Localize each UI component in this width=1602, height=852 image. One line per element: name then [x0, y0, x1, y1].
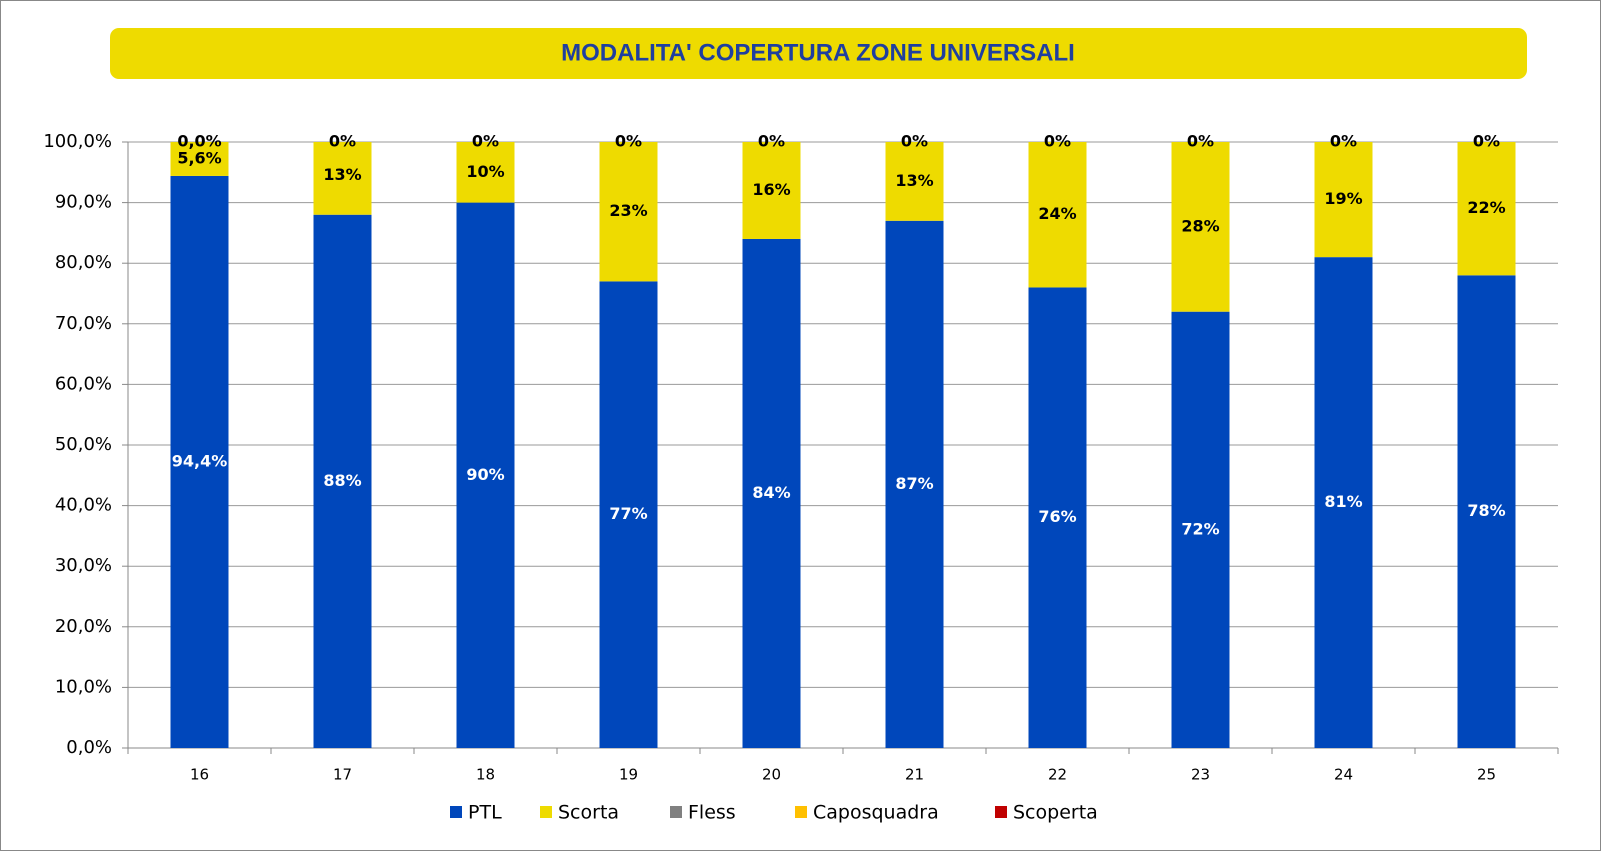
x-tick-label: 22	[1048, 766, 1067, 784]
data-label: 72%	[1181, 519, 1219, 538]
data-label: 13%	[323, 165, 361, 184]
x-tick-label: 17	[333, 766, 352, 784]
data-label: 0,0%	[177, 132, 221, 151]
data-label: 24%	[1038, 204, 1076, 223]
legend-swatch	[795, 806, 807, 818]
legend-label: PTL	[468, 802, 502, 824]
bar-segment	[885, 220, 944, 748]
data-label: 0%	[1330, 132, 1357, 151]
bar-segment	[599, 281, 658, 748]
title-banner	[110, 28, 1527, 79]
bar-segment	[742, 142, 801, 239]
x-tick-label: 21	[905, 766, 924, 784]
y-tick-label: 90,0%	[55, 192, 112, 213]
bar-segment	[1171, 311, 1230, 748]
bar-segment	[1171, 142, 1230, 312]
x-tick-label: 16	[190, 766, 209, 784]
y-tick-label: 70,0%	[55, 313, 112, 334]
data-label: 13%	[895, 171, 933, 190]
data-label: 77%	[609, 504, 647, 523]
y-tick-label: 50,0%	[55, 434, 112, 455]
bar-segment	[456, 142, 515, 203]
data-label: 84%	[752, 483, 790, 502]
data-label: 5,6%	[177, 148, 221, 167]
x-tick-label: 25	[1477, 766, 1496, 784]
y-tick-label: 40,0%	[55, 495, 112, 516]
bar-segment	[885, 142, 944, 221]
chart-title: MODALITA' COPERTURA ZONE UNIVERSALI	[561, 39, 1075, 66]
data-label: 0%	[615, 132, 642, 151]
legend-label: Fless	[688, 802, 736, 824]
x-tick-label: 18	[476, 766, 495, 784]
data-label: 0%	[901, 132, 928, 151]
legend-label: Caposquadra	[813, 802, 939, 824]
bar-segment	[1314, 257, 1373, 748]
y-tick-label: 20,0%	[55, 616, 112, 637]
data-label: 10%	[466, 162, 504, 181]
data-label: 0%	[472, 132, 499, 151]
bar-segment	[1028, 142, 1087, 288]
data-label: 81%	[1324, 492, 1362, 511]
data-label: 76%	[1038, 507, 1076, 526]
bar-segment	[742, 238, 801, 748]
bar-segment	[313, 142, 372, 215]
data-label: 22%	[1467, 198, 1505, 217]
bars	[170, 142, 1516, 748]
data-label: 94,4%	[172, 451, 228, 470]
bar-segment	[170, 175, 229, 748]
y-tick-label: 30,0%	[55, 555, 112, 576]
data-label: 78%	[1467, 501, 1505, 520]
data-label: 0%	[1187, 132, 1214, 151]
x-tick-label: 20	[762, 766, 781, 784]
data-label: 0%	[1473, 132, 1500, 151]
bar-segment	[1457, 275, 1516, 748]
legend-label: Scoperta	[1013, 802, 1098, 824]
y-tick-label: 10,0%	[55, 676, 112, 697]
data-label: 88%	[323, 471, 361, 490]
x-tick-label: 19	[619, 766, 638, 784]
bar-segment	[313, 214, 372, 748]
legend-label: Scorta	[558, 802, 619, 824]
y-tick-label: 0,0%	[66, 737, 112, 758]
y-tick-label: 60,0%	[55, 373, 112, 394]
data-label: 87%	[895, 474, 933, 493]
data-label: 90%	[466, 465, 504, 484]
data-label: 0%	[329, 132, 356, 151]
legend-swatch	[670, 806, 682, 818]
y-tick-label: 100,0%	[43, 131, 112, 152]
bar-segment	[170, 142, 229, 176]
legend-swatch	[995, 806, 1007, 818]
data-label: 19%	[1324, 189, 1362, 208]
bar-segment	[1457, 142, 1516, 276]
y-tick-label: 80,0%	[55, 252, 112, 273]
data-label: 23%	[609, 201, 647, 220]
data-label: 0%	[758, 132, 785, 151]
x-tick-label: 24	[1334, 766, 1353, 784]
bar-segment	[1028, 287, 1087, 748]
data-label: 16%	[752, 180, 790, 199]
legend-swatch	[450, 806, 462, 818]
data-label: 0%	[1044, 132, 1071, 151]
x-tick-label: 23	[1191, 766, 1210, 784]
bar-segment	[599, 142, 658, 282]
bar-segment	[456, 202, 515, 748]
legend-swatch	[540, 806, 552, 818]
bar-segment	[1314, 142, 1373, 258]
data-label: 28%	[1181, 216, 1219, 235]
